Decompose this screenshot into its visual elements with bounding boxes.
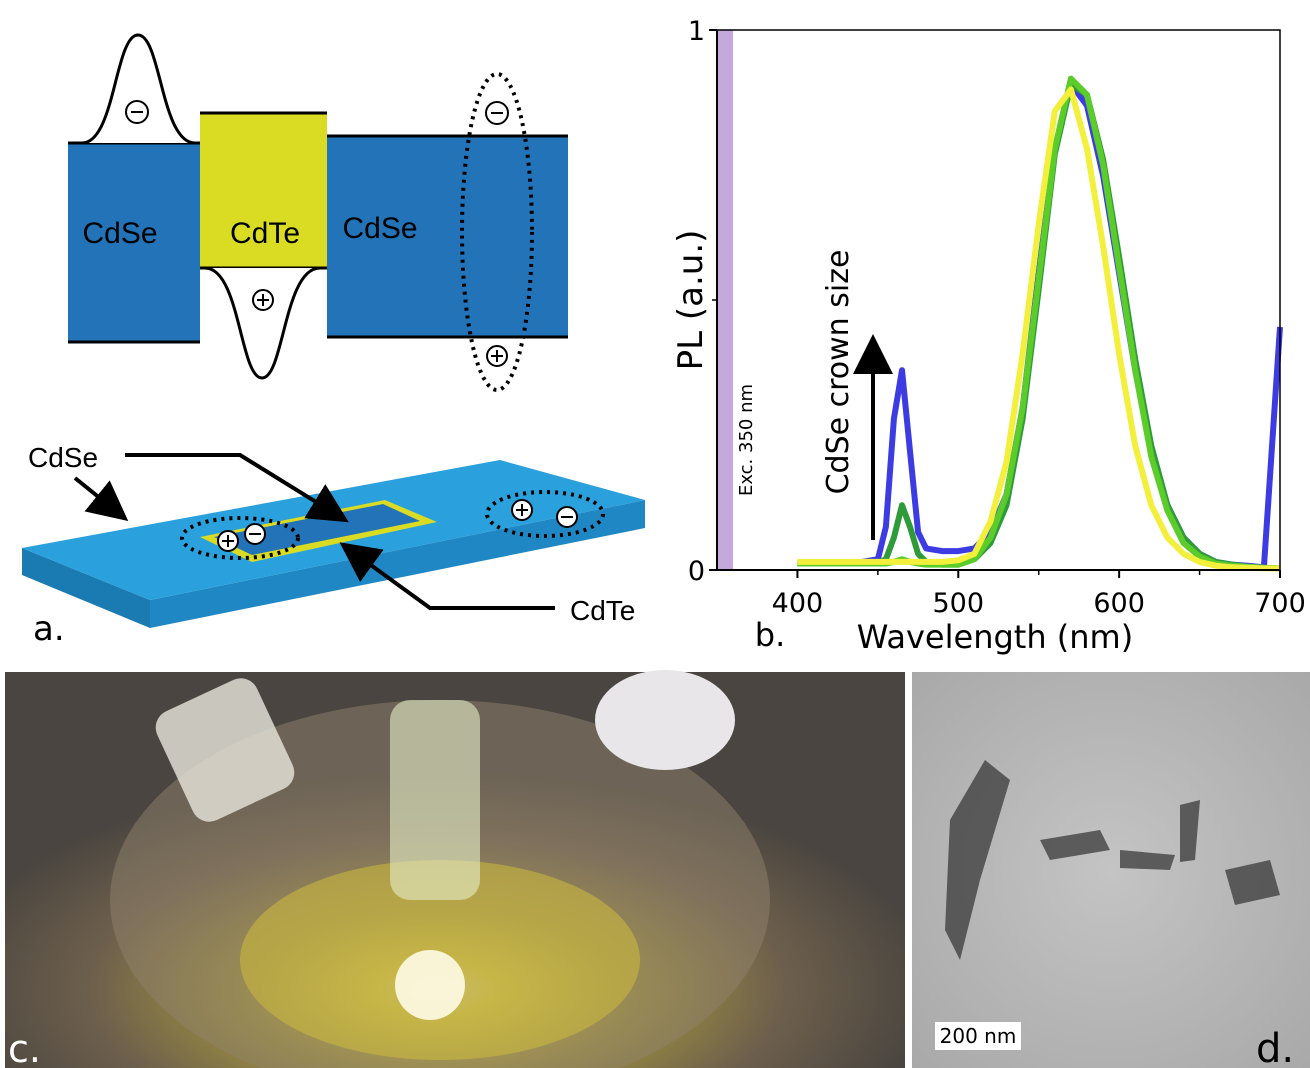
core-label: CdTe — [570, 595, 635, 626]
pl-spectrum — [797, 81, 1281, 572]
neck — [390, 700, 480, 900]
y-tick-label: 1 — [688, 16, 705, 47]
band-label: CdSe — [342, 212, 417, 245]
septum — [595, 670, 735, 770]
panel-b: Wavelength (nm) PL (a.u.) b. CdSe crown … — [671, 16, 1306, 656]
x-tick-label: 400 — [772, 588, 824, 619]
y-tick-label: 0 — [688, 556, 705, 587]
band-label: CdSe — [82, 217, 157, 250]
core — [214, 504, 420, 555]
scale-bar: 200 nm — [940, 1024, 1017, 1048]
pl-spectrum — [797, 86, 1280, 572]
y-axis-label: PL (a.u.) — [671, 230, 711, 371]
panel-a: CdSe CdTe CdSe CdSe CdTe a. — [22, 33, 645, 649]
pl-spectrum — [797, 75, 1281, 572]
cdse-band — [68, 143, 200, 342]
nanoplatelets — [945, 760, 1280, 960]
crown-label: CdSe — [28, 442, 98, 473]
panel-label: c. — [8, 1027, 41, 1068]
x-tick-label: 700 — [1254, 588, 1306, 619]
x-tick-label: 500 — [933, 588, 985, 619]
exciton-ellipses — [180, 490, 605, 560]
excitation-band — [717, 30, 734, 570]
band-edges — [68, 33, 568, 392]
pointers — [73, 453, 555, 610]
cdse-band — [327, 136, 568, 337]
band-label: CdTe — [230, 217, 300, 250]
x-axis-label: Wavelength (nm) — [857, 618, 1133, 656]
panel-c: c. — [5, 670, 905, 1068]
pl-spectrum — [797, 81, 1283, 571]
cdte-band — [200, 113, 327, 268]
glow — [395, 950, 465, 1020]
charges — [217, 499, 578, 552]
charges — [125, 100, 509, 367]
annotation: CdSe crown size — [821, 250, 856, 495]
panel-label: a. — [33, 609, 65, 649]
slab-side — [22, 548, 150, 628]
scale-bar-box — [935, 1022, 1021, 1050]
x-tick-label: 600 — [1093, 588, 1145, 619]
panel-label: b. — [755, 616, 785, 654]
neck — [155, 678, 295, 822]
panel-d: 200 nm d. — [912, 672, 1310, 1068]
excitation-label: Exc. 350 nm — [736, 384, 757, 496]
slab-front — [150, 500, 645, 628]
panel-label: d. — [1256, 1026, 1294, 1068]
